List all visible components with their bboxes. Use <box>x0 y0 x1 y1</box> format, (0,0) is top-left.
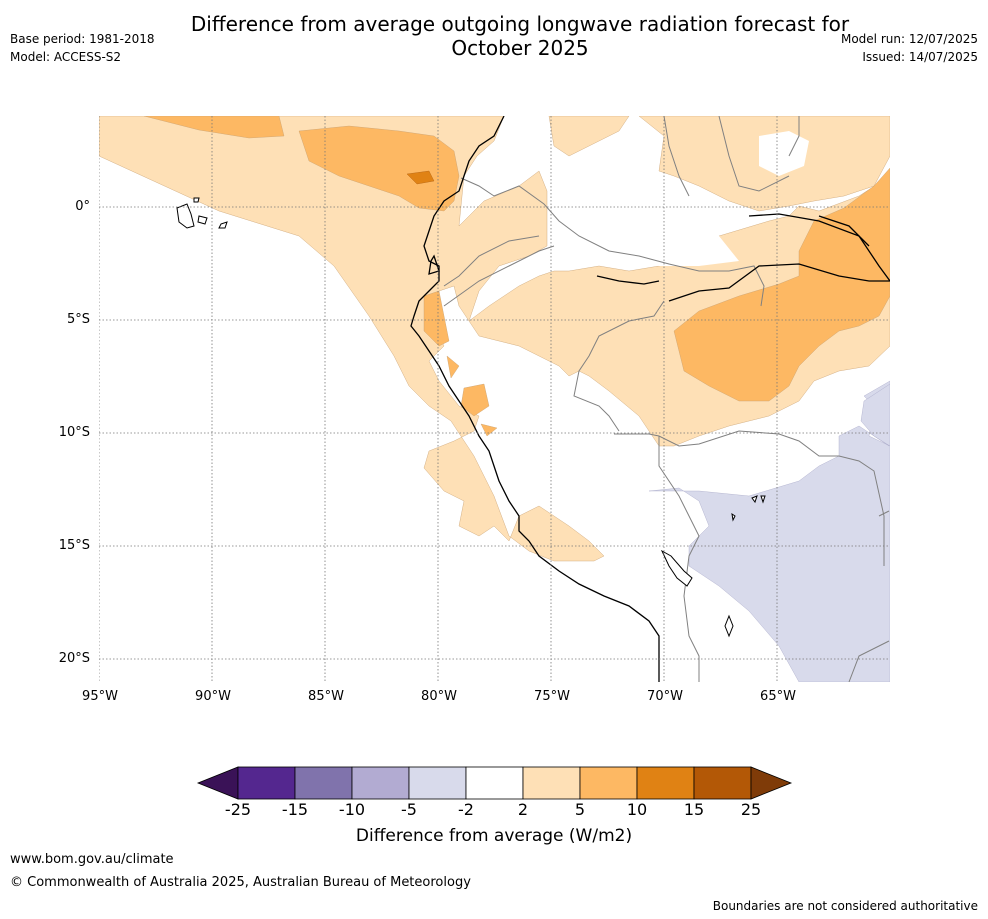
anomaly-region-orange-east <box>673 167 890 402</box>
anomaly-region-orange-topleft <box>143 116 285 139</box>
lat-tick-10s: 10°S <box>58 425 90 440</box>
neutral-region-gap <box>554 186 739 266</box>
colorbar-extend-left <box>196 766 239 800</box>
colorbar-segment <box>636 766 695 800</box>
colorbar-tick-label: 5 <box>574 800 586 819</box>
base-period-text: Base period: 1981-2018 <box>10 32 155 46</box>
lat-tick-5s: 5°S <box>66 312 90 327</box>
anomaly-region-orange-coastal <box>423 290 450 347</box>
colorbar-segment <box>237 766 296 800</box>
colorbar-tick-label: -25 <box>224 800 252 819</box>
colorbar-tick-label: -2 <box>458 800 474 819</box>
colorbar-segment <box>294 766 353 800</box>
anomaly-region-dark-orange <box>406 170 435 185</box>
chart-title: Difference from average outgoing longwav… <box>160 12 880 60</box>
lon-tick-70w: 70°W <box>647 689 683 704</box>
colorbar-segments <box>196 766 793 800</box>
lon-tick-65w: 65°W <box>760 689 796 704</box>
lat-tick-0: 0° <box>75 199 90 214</box>
colorbar-segment <box>522 766 581 800</box>
footer-disclaimer: Boundaries are not considered authoritat… <box>712 899 978 913</box>
colorbar-segment <box>465 766 524 800</box>
lat-tick-20s: 20°S <box>58 651 90 666</box>
colorbar-extend-right <box>750 766 793 800</box>
forecast-map <box>99 116 890 682</box>
issued-text: Issued: 14/07/2025 <box>862 50 978 64</box>
lon-tick-80w: 80°W <box>421 689 457 704</box>
lat-tick-15s: 15°S <box>58 538 90 553</box>
lon-tick-95w: 95°W <box>82 689 118 704</box>
colorbar-segment <box>693 766 752 800</box>
chart-title-line1: Difference from average outgoing longwav… <box>190 12 850 36</box>
model-run-text: Model run: 12/07/2025 <box>840 32 978 46</box>
graticule <box>99 116 890 682</box>
footer-copyright: © Commonwealth of Australia 2025, Austra… <box>10 875 471 890</box>
colorbar-tick-label: 15 <box>683 800 705 819</box>
colorbar <box>196 766 793 800</box>
lon-tick-90w: 90°W <box>195 689 231 704</box>
coastline <box>410 116 890 682</box>
model-text: Model: ACCESS-S2 <box>10 50 122 64</box>
colorbar-tick-label: 2 <box>517 800 529 819</box>
colorbar-tick-label: 25 <box>740 800 762 819</box>
anomaly-region-light-purple-strip <box>860 383 890 447</box>
colorbar-segment <box>579 766 638 800</box>
chart-title-line2: October 2025 <box>451 36 589 60</box>
anomaly-region-orange-coastal3 <box>460 383 490 417</box>
anomaly-region-orange-coastal2 <box>446 355 460 379</box>
meta-left: Base period: 1981-2018 Model: ACCESS-S2 <box>10 31 155 67</box>
colorbar-tick-label: 10 <box>626 800 648 819</box>
galapagos-islands <box>176 197 228 229</box>
colorbar-tick-label: -15 <box>281 800 309 819</box>
lon-tick-85w: 85°W <box>308 689 344 704</box>
lon-tick-75w: 75°W <box>534 689 570 704</box>
neutral-region-north <box>759 131 809 176</box>
colorbar-title: Difference from average (W/m2) <box>355 826 633 846</box>
meta-right: Model run: 12/07/2025 Issued: 14/07/2025 <box>841 31 978 67</box>
anomaly-region-orange-coastal4 <box>480 423 498 437</box>
colorbar-segment <box>351 766 410 800</box>
anomaly-region-orange-northwest <box>298 125 460 212</box>
colorbar-tick-label: -5 <box>401 800 417 819</box>
colorbar-segment <box>408 766 467 800</box>
lakes <box>660 495 766 638</box>
anomaly-region-light-orange-west <box>99 116 605 562</box>
colorbar-tick-label: -10 <box>338 800 366 819</box>
footer-url: www.bom.gov.au/climate <box>10 852 174 867</box>
anomaly-region-light-orange-top <box>548 116 630 157</box>
